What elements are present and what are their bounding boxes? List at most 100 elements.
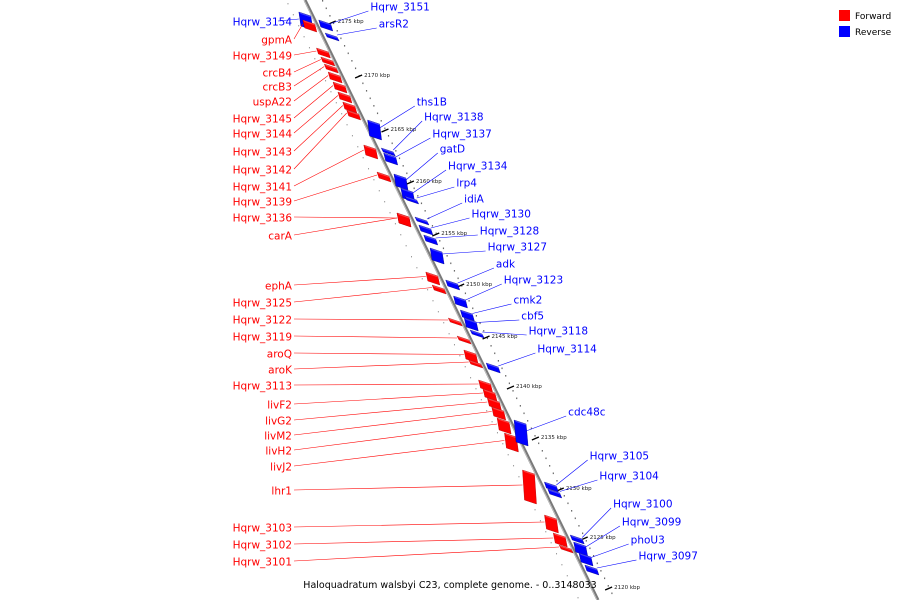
guide-dot — [453, 270, 456, 272]
forward-gene-block — [504, 432, 519, 453]
reverse-gene-leader — [412, 169, 447, 194]
reverse-gene-leader — [457, 267, 495, 284]
reverse-gene-leader — [556, 459, 588, 486]
gene-highlight — [522, 470, 537, 476]
forward-gene-block — [425, 271, 441, 286]
reverse-gene-block — [404, 195, 420, 205]
guide-dot — [351, 135, 353, 137]
legend-swatch-reverse — [839, 26, 850, 37]
forward-gene-label: livH2 — [265, 446, 292, 458]
reverse-gene-label: Hqrw_3100 — [613, 499, 672, 511]
gene-highlight — [383, 153, 398, 159]
forward-gene-leader — [293, 95, 339, 134]
forward-gene-label: crcB4 — [262, 68, 292, 80]
guide-dot — [340, 37, 342, 40]
reverse-gene-leader — [416, 186, 455, 199]
gene-highlight — [482, 389, 497, 395]
guide-dot — [443, 322, 445, 324]
tick-dots — [287, 0, 613, 599]
gene-highlight — [333, 82, 348, 88]
reverse-gene-label: phoU3 — [631, 535, 665, 547]
reverse-gene-block — [423, 234, 439, 246]
forward-gene-block — [363, 144, 379, 160]
reverse-gene-label: Hqrw_3130 — [471, 209, 530, 221]
reverse-gene-label: cmk2 — [513, 295, 542, 307]
forward-gene-label: Hqrw_3136 — [233, 213, 293, 225]
gene-highlight — [584, 565, 599, 571]
guide-dot — [406, 172, 408, 175]
guide-dot — [341, 113, 343, 115]
reverse-gene-label: Hqrw_3118 — [529, 326, 588, 338]
gene-highlight — [376, 172, 391, 178]
guide-dot — [475, 315, 478, 317]
guide-dot — [437, 311, 439, 313]
reverse-gene-leader — [393, 120, 423, 151]
guide-dot — [519, 405, 521, 407]
guide-dot — [596, 562, 598, 565]
forward-gene-label: uspA22 — [253, 97, 292, 109]
guide-dot — [593, 555, 595, 557]
reverse-gene-label: adk — [496, 259, 516, 271]
guide-dot — [534, 435, 536, 437]
reverse-gene-leader — [482, 331, 527, 336]
forward-gene-block — [431, 284, 447, 295]
gene-highlight — [302, 20, 317, 26]
forward-gene-leader — [293, 352, 464, 355]
reverse-gene-leader — [395, 137, 431, 158]
reverse-gene-label: Hqrw_3138 — [424, 112, 483, 124]
reverse-gene-leader — [498, 352, 536, 367]
gene-highlight — [425, 272, 440, 278]
guide-dot — [417, 195, 419, 197]
guide-dot — [497, 360, 499, 362]
guide-dot — [574, 517, 576, 520]
forward-gene-label: aroK — [268, 365, 293, 377]
gene-highlight — [547, 489, 562, 495]
guide-dot — [432, 300, 434, 302]
guide-dot — [322, 0, 324, 2]
gene-highlight — [418, 225, 433, 231]
gene-highlight — [487, 398, 502, 404]
gene-highlight — [463, 350, 478, 356]
guide-dot — [292, 14, 294, 16]
scale-tick-label: 2145 kbp — [492, 334, 518, 340]
forward-gene-label: Hqrw_3102 — [233, 540, 292, 552]
gene-highlight — [432, 285, 447, 291]
forward-gene-leader — [293, 112, 347, 170]
reverse-gene-block — [383, 152, 398, 166]
forward-gene-block — [346, 109, 362, 121]
forward-gene-block — [337, 91, 353, 104]
scale-tick-label: 2140 kbp — [516, 384, 542, 390]
reverse-gene-block — [547, 488, 563, 499]
guide-dot — [603, 577, 606, 580]
guide-dot — [427, 289, 429, 291]
guide-dot — [325, 80, 327, 82]
forward-gene-label: lhr1 — [271, 486, 292, 498]
forward-gene-label: livG2 — [265, 416, 292, 428]
guide-dot — [405, 245, 407, 247]
gene-highlight — [363, 145, 378, 151]
reverse-gene-block — [393, 173, 409, 191]
guide-dot — [567, 502, 569, 505]
gene-highlight — [367, 120, 382, 126]
reverse-gene-block — [318, 19, 334, 32]
forward-gene-block — [332, 81, 348, 94]
forward-gene-leader — [293, 440, 505, 467]
guide-dot — [502, 443, 504, 445]
reverse-gene-label: Hqrw_3099 — [622, 517, 681, 529]
guide-dot — [545, 531, 547, 533]
gene-highlight — [470, 330, 485, 336]
scale-tick — [406, 180, 415, 185]
forward-gene-leader — [293, 174, 378, 202]
guide-dot — [435, 232, 437, 235]
reverse-gene-label: cdc48c — [568, 407, 606, 419]
reverse-gene-block — [453, 295, 468, 309]
forward-gene-block — [447, 317, 463, 327]
gene-highlight — [404, 196, 419, 202]
guide-dot — [373, 105, 375, 107]
reverse-gene-block — [464, 317, 479, 332]
forward-gene-leader — [293, 411, 492, 436]
guide-dot — [411, 256, 413, 258]
forward-gene-leader — [293, 361, 469, 370]
